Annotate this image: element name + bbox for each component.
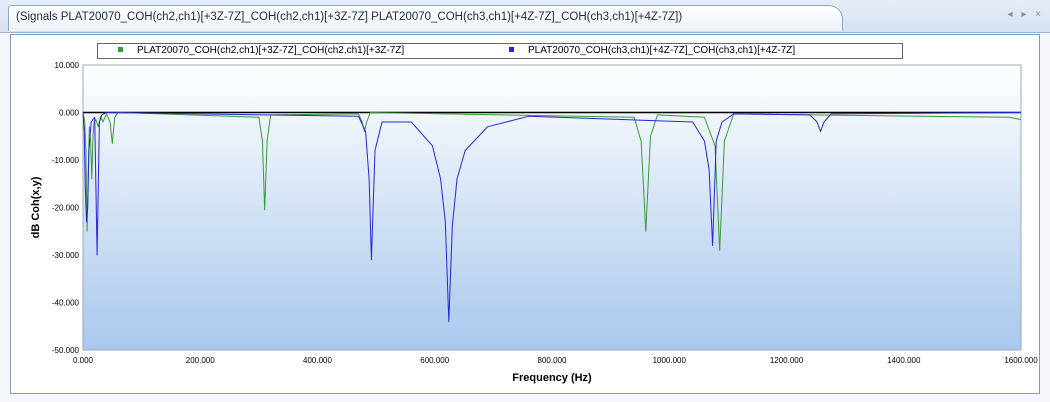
y-tick-label: 0.000	[59, 109, 80, 118]
x-tick-label: 800.000	[538, 356, 567, 365]
x-tick-label: 0.000	[73, 356, 94, 365]
scroll-right-icon[interactable]: ▸	[1021, 9, 1030, 20]
tab-title: (Signals PLAT20070_COH(ch2,ch1)[+3Z-7Z]_…	[16, 11, 683, 23]
x-tick-label: 1200.000	[770, 356, 804, 365]
legend-item-blue[interactable]: PLAT20070_COH(ch3,ch1)[+4Z-7Z]_COH(ch3,c…	[509, 45, 795, 56]
legend-label-green: PLAT20070_COH(ch2,ch1)[+3Z-7Z]_COH(ch2,c…	[137, 45, 405, 56]
legend-marker-green	[118, 46, 123, 52]
legend-label-blue: PLAT20070_COH(ch3,ch1)[+4Z-7Z]_COH(ch3,c…	[528, 45, 796, 56]
y-tick-label: -30.000	[52, 251, 80, 260]
x-tick-label: 200.000	[186, 356, 215, 365]
x-tick-label: 1000.000	[653, 356, 687, 365]
tab-controls: ◂ ▸ ×	[1008, 9, 1044, 20]
plot-area	[82, 64, 1022, 351]
y-tick-label: -40.000	[52, 299, 80, 308]
close-icon[interactable]: ×	[1035, 9, 1044, 20]
legend-marker-blue	[509, 46, 514, 52]
scroll-left-icon[interactable]: ◂	[1007, 9, 1016, 20]
x-tick-label: 1400.000	[887, 356, 921, 365]
y-tick-labels: 10.000 0.000 -10.000 -20.000 -30.000 -40.000 -…	[52, 61, 80, 355]
legend-item-green[interactable]: PLAT20070_COH(ch2,ch1)[+3Z-7Z]_COH(ch2,c…	[118, 45, 404, 56]
x-tick-label: 400.000	[303, 356, 332, 365]
tab-strip: (Signals PLAT20070_COH(ch2,ch1)[+3Z-7Z]_…	[0, 0, 1050, 33]
y-tick-label: 10.000	[55, 61, 80, 70]
chart-svg: 10.000 0.000 -10.000 -20.000 -30.000 -40.000 -…	[30, 61, 1038, 384]
x-tick-label: 1600.000	[1004, 356, 1038, 365]
tab-signals[interactable]: (Signals PLAT20070_COH(ch2,ch1)[+3Z-7Z]_…	[8, 5, 843, 31]
x-tick-label: 600.000	[420, 356, 449, 365]
x-tick-labels: 0.000 200.000 400.000 600.000 800.000 1000.00…	[73, 356, 1038, 365]
y-tick-label: -10.000	[52, 156, 80, 165]
chart-legend: PLAT20070_COH(ch2,ch1)[+3Z-7Z]_COH(ch2,c…	[97, 43, 903, 59]
y-axis-title: dB Coh(x,y)	[30, 176, 42, 238]
chart-frame: 10.000 0.000 -10.000 -20.000 -30.000 -40.000 -…	[10, 34, 1040, 394]
y-tick-label: -20.000	[52, 204, 80, 213]
series-line-green	[82, 112, 1022, 251]
y-tick-label: -50.000	[52, 346, 80, 355]
series-line-blue	[82, 112, 1022, 322]
series-layer	[82, 112, 1022, 322]
x-axis-title: Frequency (Hz)	[512, 372, 592, 384]
